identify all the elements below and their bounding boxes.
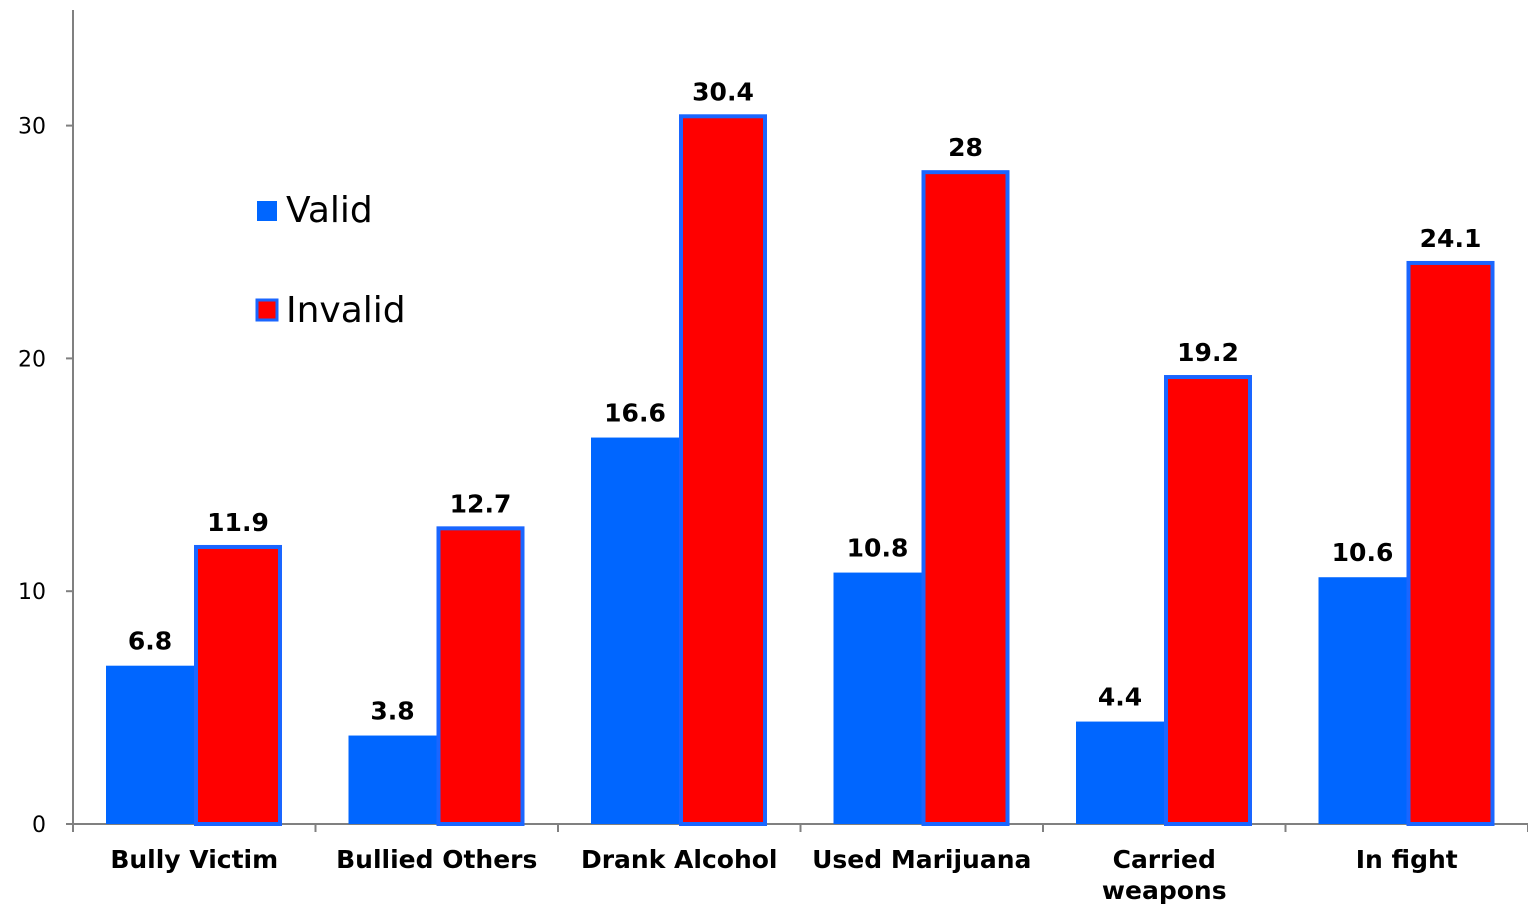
bar-invalid-2 [679,114,767,826]
legend-swatch-invalid [255,298,279,322]
data-label-invalid-0: 11.9 [207,508,269,537]
data-label-valid-0: 6.8 [128,627,172,656]
data-label-valid-3: 10.8 [847,534,909,563]
bar-valid-1 [348,735,437,824]
category-label-0: Bully Victim [110,845,278,874]
y-tick-label: 20 [18,347,46,372]
bar-valid-2 [591,437,679,824]
data-label-valid-2: 16.6 [604,399,666,428]
category-label-4-line0: Carried [1113,845,1216,874]
legend: Valid Invalid [255,190,406,331]
category-label-2: Drank Alcohol [581,845,778,874]
data-label-valid-5: 10.6 [1332,538,1394,567]
bar-invalid-1 [436,526,525,826]
legend-label-valid: Valid [286,190,373,231]
bar-invalid-5 [1406,260,1495,826]
data-label-invalid-4: 19.2 [1177,338,1239,367]
category-label-4-line1: weapons [1102,876,1227,905]
bar-invalid-0 [194,544,282,827]
y-tick-label: 30 [18,115,46,140]
y-tick-label: 0 [32,813,46,838]
bar-invalid-3 [921,170,1010,827]
data-label-invalid-2: 30.4 [692,77,754,106]
legend-label-invalid: Invalid [286,290,406,331]
category-labels: Bully Victim Bullied Others Drank Alcohol U… [110,845,1457,905]
data-label-invalid-1: 12.7 [450,489,512,518]
category-label-3: Used Marijuana [812,845,1031,874]
data-labels: 6.8 11.9 3.8 12.7 16.6 30.4 10.8 28 4.4 19.2 10.6 2… [128,77,1481,725]
bar-valid-3 [833,572,922,824]
y-ticks: 0 10 20 30 [18,115,73,838]
bar-valid-5 [1318,577,1407,824]
legend-swatch-valid [257,201,277,221]
data-label-invalid-3: 28 [948,133,983,162]
data-label-valid-1: 3.8 [370,697,414,726]
bar-valid-0 [106,665,194,824]
axes [72,10,1528,825]
category-label-5: In fight [1356,845,1458,874]
y-tick-label: 10 [18,580,46,605]
data-label-valid-4: 4.4 [1098,683,1142,712]
x-ticks [72,824,1528,832]
category-label-1: Bullied Others [336,845,537,874]
bar-valid-4 [1076,721,1164,824]
data-label-invalid-5: 24.1 [1420,224,1482,253]
bars [106,114,1495,827]
bar-invalid-4 [1164,375,1252,826]
